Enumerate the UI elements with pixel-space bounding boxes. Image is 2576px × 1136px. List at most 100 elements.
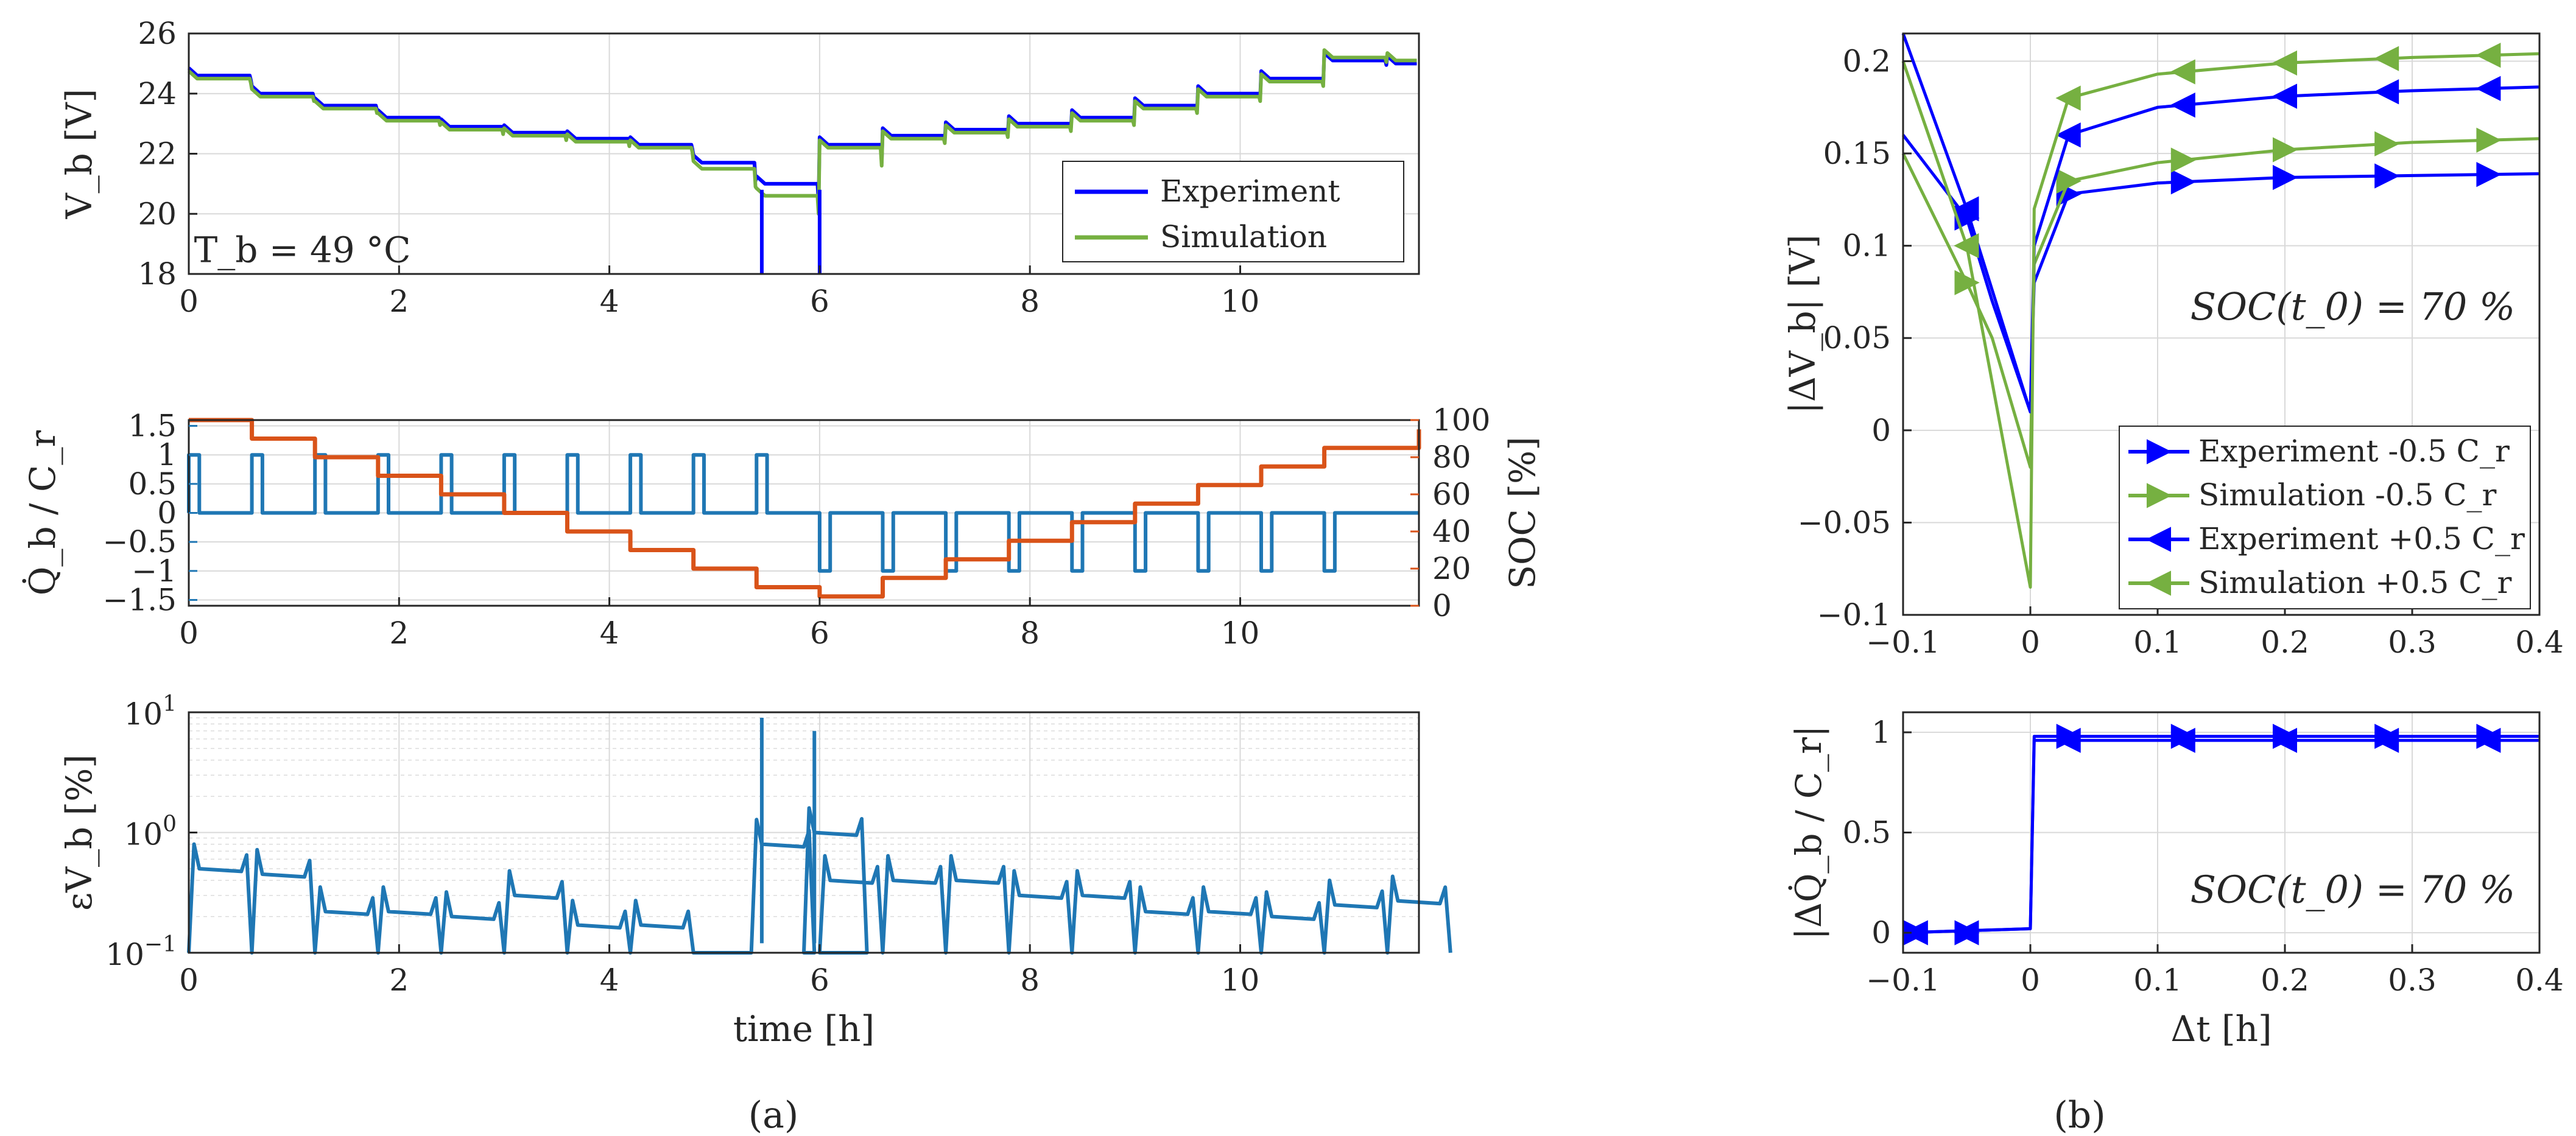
dq-marker-1-3: [2170, 728, 2195, 753]
dq-marker-1-1: [1954, 920, 1979, 945]
dq-marker-1-0: [1902, 920, 1928, 945]
error-xtick-label-3: 6: [810, 962, 829, 998]
dv-annotation: SOC(t_0) = 70 %: [2191, 284, 2515, 329]
dv-legend-marker-0: [2147, 439, 2172, 465]
dq-xlabel: Δt [h]: [2170, 1008, 2272, 1050]
dq-marker-1-5: [2373, 728, 2399, 753]
voltage-legend-label-0: Experiment: [1160, 174, 1340, 209]
voltage-legend-box: [1062, 161, 1404, 262]
dv-ytick-label-5: −0.05: [1798, 505, 1891, 540]
current-xtick-label-2: 4: [600, 615, 619, 651]
current-left-ytick-label-1: 1: [157, 437, 177, 472]
dv-marker-3-2: [2272, 50, 2297, 76]
error-xtick-label-2: 4: [600, 962, 619, 998]
voltage-xtick-label-5: 10: [1221, 284, 1260, 319]
current-right-ytick-label-0: 100: [1432, 402, 1490, 438]
dv-xtick-label-1: 0: [2021, 625, 2040, 660]
dq-xtick-label-2: 0.1: [2133, 962, 2182, 998]
voltage-ytick-label-1: 20: [138, 196, 177, 231]
error-xtick-label-4: 8: [1020, 962, 1040, 998]
dq-ylabel: |ΔQ̇_b / C_r|: [1788, 725, 1829, 939]
dv-marker-2-1: [2170, 93, 2195, 118]
dq-marker-1-4: [2272, 728, 2297, 753]
dq-xtick-label-5: 0.4: [2515, 962, 2564, 998]
voltage-xtick-label-4: 8: [1020, 284, 1040, 319]
voltage-xtick-label-2: 4: [600, 284, 619, 319]
error-ytick-label-2: 10−1: [105, 932, 177, 972]
dv-marker-0-4: [2476, 162, 2502, 188]
dv-ytick-label-3: 0.05: [1823, 320, 1891, 356]
dv-legend-marker-2: [2145, 527, 2171, 552]
voltage-annotation: T_b = 49 °C: [194, 229, 411, 270]
dv-marker-2-4: [2476, 75, 2501, 101]
dv-xtick-label-2: 0.1: [2133, 625, 2182, 660]
dv-legend-label-1: Simulation -0.5 C_r: [2198, 477, 2497, 513]
voltage-ytick-label-2: 22: [138, 136, 177, 172]
error-xlabel: time [h]: [733, 1008, 875, 1050]
dq-xtick-label-3: 0.2: [2261, 962, 2309, 998]
dv-marker-2-0: [2055, 122, 2081, 148]
error-xtick-label-1: 2: [389, 962, 409, 998]
current-xtick-label-3: 6: [810, 615, 829, 651]
dv-marker-3-3: [2373, 46, 2399, 71]
dv-ytick-label-0: 0.2: [1842, 43, 1891, 79]
dv-xtick-label-3: 0.2: [2261, 625, 2309, 660]
dv-marker-3-0: [2055, 85, 2081, 111]
current-right-ytick-label-5: 0: [1432, 588, 1452, 623]
dv-series-0: [1902, 134, 2540, 413]
current-right-ytick-label-3: 40: [1432, 514, 1471, 549]
dv-marker-2-2: [2272, 83, 2297, 109]
voltage-xtick-label-1: 2: [389, 284, 409, 319]
dq-xtick-label-0: −0.1: [1866, 962, 1940, 998]
dv-legend-label-2: Experiment +0.5 C_r: [2198, 521, 2525, 556]
dv-marker-left-1: [1954, 270, 1980, 295]
current-right-ytick-label-1: 80: [1432, 440, 1471, 475]
voltage-ytick-label-0: 18: [138, 256, 177, 292]
dv-xtick-label-5: 0.4: [2515, 625, 2564, 660]
error-ylabel: εV_b [%]: [58, 754, 100, 911]
current-xtick-label-5: 10: [1221, 615, 1260, 651]
dv-marker-3-1: [2170, 59, 2195, 85]
current-right-ytick-label-2: 60: [1432, 477, 1471, 512]
dq-ytick-label-1: 0.5: [1842, 815, 1891, 850]
dv-marker-2-3: [2373, 79, 2399, 105]
dv-legend-marker-3: [2145, 570, 2171, 596]
dq-xtick-label-1: 0: [2021, 962, 2040, 998]
error-xtick-label-5: 10: [1221, 962, 1260, 998]
dv-ytick-label-2: 0.1: [1842, 228, 1891, 264]
dq-ytick-label-2: 0: [1871, 915, 1891, 950]
dv-legend-box: [2119, 426, 2531, 609]
current-series-soc: [189, 418, 1421, 599]
dv-ylabel: |ΔV_b| [V]: [1782, 234, 1823, 414]
voltage-legend-label-1: Simulation: [1160, 219, 1327, 254]
dv-xtick-label-4: 0.3: [2388, 625, 2437, 660]
current-left-ytick-label-3: 0: [157, 496, 177, 531]
caption-left: (a): [748, 1094, 799, 1136]
error-ytick-label-1: 100: [124, 812, 177, 852]
dq-marker-1-6: [2476, 728, 2501, 753]
current-left-ytick-label-0: 1.5: [128, 408, 177, 444]
dv-legend-marker-1: [2147, 483, 2172, 508]
current-xtick-label-0: 0: [179, 615, 199, 651]
dv-marker-1-3: [2374, 131, 2400, 156]
error-ytick-label-0: 101: [124, 692, 177, 732]
dv-marker-left-3: [1954, 233, 1979, 259]
dv-ytick-label-1: 0.15: [1823, 136, 1891, 171]
current-ylabel-right: SOC [%]: [1502, 437, 1543, 589]
dv-legend-label-0: Experiment -0.5 C_r: [2198, 433, 2510, 469]
current-left-ytick-label-4: −0.5: [103, 524, 177, 559]
caption-right: (b): [2053, 1094, 2105, 1136]
voltage-ylabel: V_b [V]: [58, 89, 100, 220]
dv-marker-0-3: [2374, 163, 2400, 189]
current-xtick-label-4: 8: [1020, 615, 1040, 651]
error-xtick-label-0: 0: [179, 962, 199, 998]
current-left-ytick-label-5: −1: [132, 553, 177, 589]
current-right-ytick-label-4: 20: [1432, 551, 1471, 586]
dv-xtick-label-0: −0.1: [1866, 625, 1940, 660]
dv-marker-0-1: [2170, 169, 2197, 195]
voltage-xtick-label-0: 0: [179, 284, 199, 319]
dv-marker-1-4: [2476, 127, 2502, 153]
current-left-ytick-label-2: 0.5: [128, 466, 177, 502]
dv-ytick-label-4: 0: [1871, 413, 1891, 448]
